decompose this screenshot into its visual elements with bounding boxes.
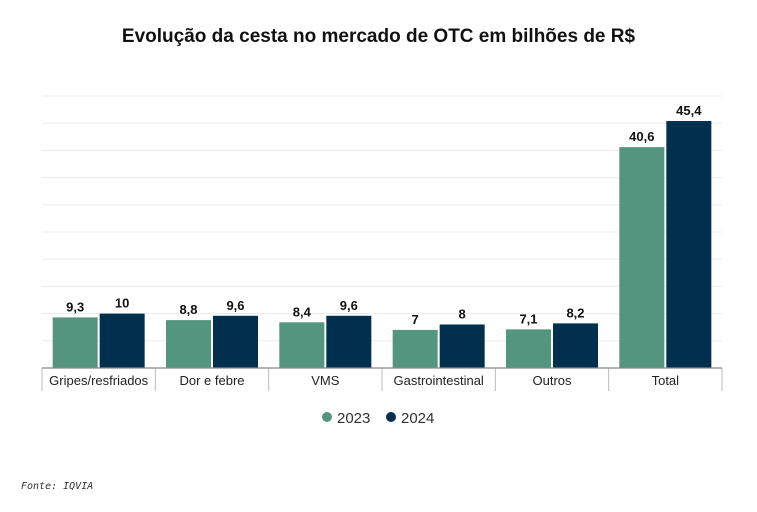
bar-2023 [619, 147, 665, 368]
bar-2024 [666, 121, 712, 368]
x-tick-label: Total [652, 373, 680, 388]
data-label: 8,2 [566, 305, 584, 320]
bar-2023 [166, 320, 211, 368]
x-tick-label: VMS [311, 373, 340, 388]
data-label: 45,4 [676, 103, 702, 118]
bar-2024 [553, 323, 598, 368]
bar-2024 [213, 315, 258, 368]
x-tick-label: Outros [532, 373, 572, 388]
source-note: Fonte: IQVIA [21, 481, 94, 492]
x-tick-label: Dor e febre [179, 373, 244, 388]
bar-2023 [279, 322, 325, 368]
x-tick-label: Gastrointestinal [394, 373, 484, 388]
legend-label: 2023 [337, 410, 370, 427]
bar-2023 [392, 329, 438, 368]
bar-2024 [99, 313, 145, 368]
legend-label: 2024 [401, 410, 434, 427]
data-label: 8 [459, 306, 466, 321]
bar-2023 [506, 329, 551, 368]
bar-2024 [326, 315, 372, 368]
data-label: 7 [412, 312, 419, 327]
data-label: 8,4 [293, 304, 312, 319]
x-tick-label: Gripes/resfriados [49, 373, 148, 388]
data-label: 9,3 [66, 299, 84, 314]
data-label: 9,6 [340, 298, 358, 313]
data-label: 7,1 [519, 311, 537, 326]
data-label: 40,6 [629, 129, 654, 144]
data-label: 9,6 [226, 298, 244, 313]
legend-marker-2023 [322, 412, 332, 422]
bar-2024 [439, 324, 485, 368]
data-label: 10 [115, 296, 129, 311]
bar-2023 [52, 317, 98, 368]
chart-title: Evolução da cesta no mercado de OTC em b… [121, 26, 636, 47]
legend-marker-2024 [386, 412, 396, 422]
data-label: 8,8 [179, 302, 197, 317]
